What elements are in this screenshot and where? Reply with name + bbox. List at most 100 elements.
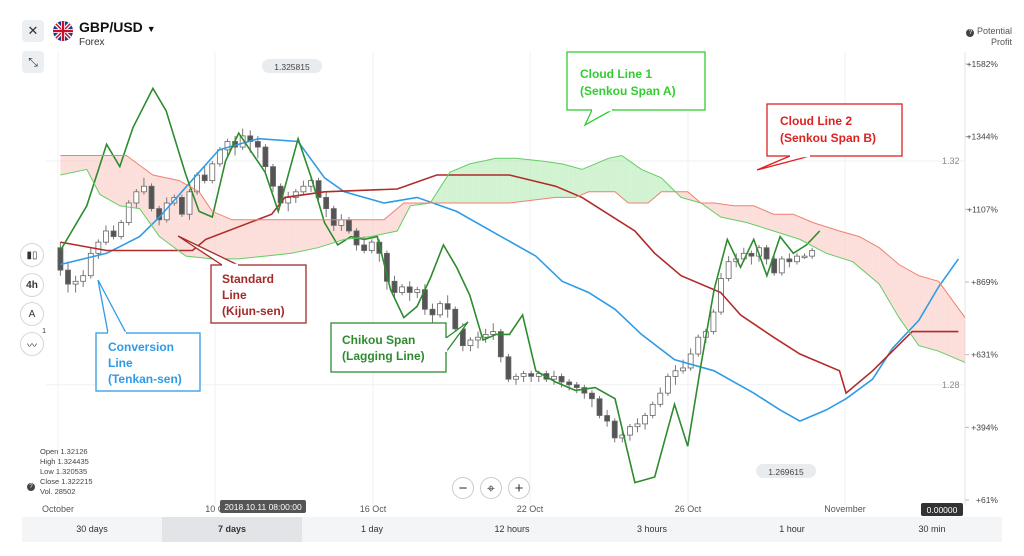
cloud-segment	[522, 158, 526, 202]
cloud-segment	[228, 218, 233, 259]
cloud-segment	[506, 158, 510, 203]
indicators-icon: 〰	[27, 340, 37, 352]
zoom-out-button[interactable]: −	[452, 477, 474, 499]
cloud-segment	[301, 219, 305, 252]
cloud-segment	[535, 160, 540, 200]
help-icon[interactable]: ?	[27, 483, 35, 491]
cloud-segment	[67, 155, 71, 174]
time-tick-label: November	[824, 504, 866, 514]
candle-bullish	[103, 230, 109, 243]
candle-bullish	[300, 185, 307, 193]
candle-bearish	[596, 398, 603, 416]
cloud-segment	[750, 205, 754, 225]
cloud-segment	[364, 219, 368, 238]
cloud-segment	[908, 270, 913, 337]
chart-type-button[interactable]: ▮▯	[20, 243, 44, 267]
low-price-label: 1.269615	[768, 467, 804, 477]
close-chart-button[interactable]: ✕	[22, 20, 44, 42]
candle-bullish	[664, 375, 671, 394]
cloud-segment	[615, 156, 619, 195]
candle-bearish	[57, 247, 64, 271]
timeframe-1-day[interactable]: 1 day	[360, 524, 384, 534]
cloud-segment	[70, 155, 74, 173]
cloud-segment	[601, 159, 606, 192]
candle-bearish	[771, 258, 778, 274]
timeframe-7-days[interactable]: 7 days	[162, 517, 302, 542]
timeframe-12-hours[interactable]: 12 hours	[494, 524, 530, 534]
cloud-segment	[961, 313, 965, 363]
line-kijun	[60, 174, 959, 395]
cloud-segment	[466, 163, 470, 203]
cloud-segment	[885, 253, 890, 301]
timeframe-30-days[interactable]: 30 days	[76, 524, 108, 534]
center-chart-button[interactable]: ⌖	[480, 477, 502, 499]
indicators-button[interactable]: 〰 1	[20, 328, 46, 356]
cloud-segment	[605, 158, 609, 192]
cloud-segment	[492, 158, 497, 203]
cloud-segment	[555, 162, 559, 198]
cloud-segment	[839, 230, 843, 259]
candle-bearish	[566, 381, 573, 386]
cloud-segment	[387, 214, 391, 234]
collapse-button[interactable]: ⤡	[22, 51, 44, 73]
cloud-segment	[925, 277, 929, 349]
timeframe-30-min[interactable]: 30 min	[918, 524, 946, 534]
cloud-segment	[509, 158, 513, 203]
cloud-segment	[218, 214, 223, 259]
candle-bullish	[87, 252, 94, 277]
drawing-tools-button[interactable]: A	[20, 302, 44, 326]
candle-bullish	[634, 423, 641, 428]
cloud-segment	[931, 279, 936, 351]
symbol-selector[interactable]: GBP/USD ▼	[79, 19, 156, 35]
cloud-segment	[879, 247, 883, 290]
cloud-segment	[832, 228, 837, 257]
candle-bullish	[467, 339, 474, 347]
candle-bearish	[406, 286, 413, 293]
cloud-segment	[681, 191, 685, 199]
cloud-segment	[565, 164, 569, 198]
candle-bullish	[551, 375, 557, 380]
cloud-segment	[265, 219, 269, 257]
cloud-segment	[251, 219, 256, 258]
cloud-segment	[258, 219, 262, 257]
cloud-segment	[383, 216, 388, 234]
cloud-segment	[624, 157, 629, 203]
ohlc-close: Close 1.322215	[40, 477, 93, 486]
cloud-segment	[80, 155, 84, 171]
candle-bullish	[414, 289, 421, 293]
cloud-segment	[631, 162, 635, 203]
candle-bullish	[224, 141, 231, 151]
ichimoku-cloud	[60, 155, 965, 363]
candle-bearish	[361, 244, 368, 251]
cloud-segment	[436, 187, 441, 203]
cloud-segment	[374, 219, 378, 236]
cloud-segment	[169, 178, 173, 247]
candle-bearish	[452, 308, 459, 330]
cloud-segment	[321, 219, 325, 247]
timeframe-3-hours[interactable]: 3 hours	[636, 524, 668, 534]
cloud-segment	[215, 212, 219, 259]
symbol-name: GBP/USD	[79, 19, 143, 35]
timeframe-button[interactable]: 4h	[20, 273, 44, 297]
zoom-in-button[interactable]: +	[508, 477, 530, 499]
candle-bearish	[323, 197, 330, 209]
candle-bullish	[657, 392, 664, 405]
cloud-segment	[271, 219, 276, 256]
cloud-segment	[552, 162, 556, 198]
candle-bearish	[558, 375, 565, 383]
candle-bullish	[118, 222, 125, 237]
timeframe-1-hour[interactable]: 1 hour	[779, 524, 805, 534]
candle-bullish	[778, 258, 785, 274]
cloud-segment	[100, 155, 104, 197]
cloud-segment	[872, 244, 876, 282]
cloud-segment	[476, 161, 480, 203]
cloud-segment	[595, 162, 599, 192]
time-tick-label: 10 O	[205, 504, 225, 514]
callout-pointer-span_a	[583, 109, 615, 127]
cloud-segment	[575, 167, 579, 198]
cloud-segment	[591, 163, 596, 192]
cloud-segment	[182, 182, 186, 257]
ohlc-low: Low 1.320535	[40, 467, 88, 476]
plus-icon: +	[514, 479, 524, 497]
